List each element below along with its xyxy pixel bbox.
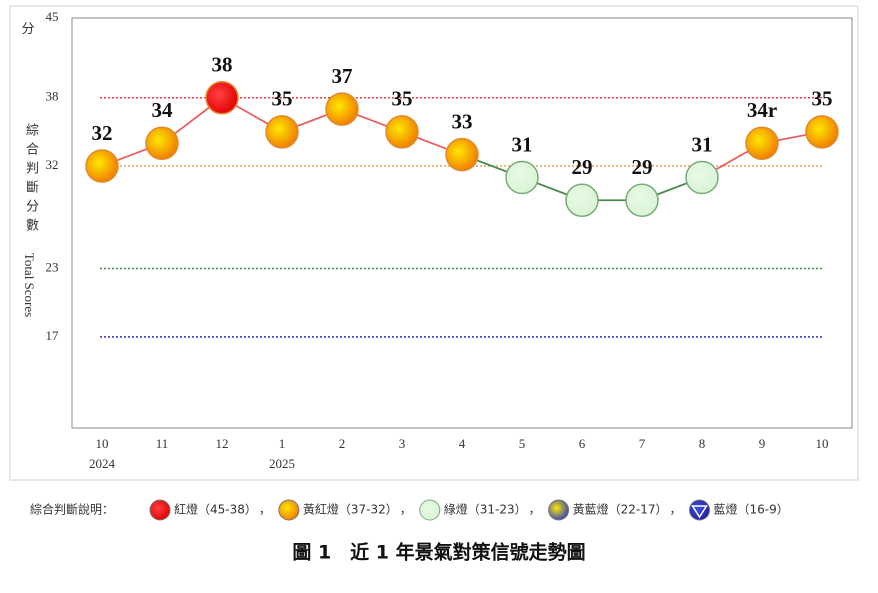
data-label: 37 — [332, 64, 353, 88]
x-tick-label: 8 — [699, 436, 706, 451]
signal-marker — [745, 126, 779, 161]
legend-separator: ， — [259, 503, 271, 517]
legend-label: 綠燈（31-23） — [444, 502, 527, 517]
x-tick-label: 11 — [156, 436, 169, 451]
signal-marker — [685, 160, 719, 195]
x-tick-label: 10 — [816, 436, 829, 451]
signal-marker — [805, 115, 839, 149]
caption: 圖 1 近 1 年景氣對策信號走勢圖 — [292, 541, 585, 564]
y-tick-label: 17 — [46, 328, 60, 343]
legend-label: 紅燈（45-38） — [174, 502, 257, 517]
x-tick-label: 9 — [759, 436, 766, 451]
signal-marker — [325, 92, 359, 126]
chart-frame — [9, 5, 859, 481]
data-label: 35 — [272, 87, 293, 111]
legend-icon — [278, 499, 300, 521]
legend-separator: ， — [400, 503, 412, 517]
signal-marker — [265, 115, 299, 149]
data-label: 34r — [747, 98, 777, 122]
x-tick-label: 3 — [399, 436, 406, 451]
legend-separator: ， — [670, 503, 682, 517]
data-label: 34 — [152, 98, 174, 122]
y-tick-label: 32 — [46, 157, 59, 172]
legend-icon-triangle — [691, 505, 708, 519]
y-tick-label: 23 — [46, 260, 59, 275]
legend-label: 藍燈（16-9） — [714, 502, 789, 517]
legend-icon — [689, 499, 710, 521]
y-unit: 分 — [21, 21, 34, 36]
x-year-label: 2025 — [269, 456, 295, 471]
signal-marker — [385, 115, 419, 149]
y-tick-label: 38 — [46, 89, 59, 104]
data-label: 32 — [92, 121, 113, 145]
legend-icon — [149, 499, 171, 521]
data-label: 29 — [632, 155, 653, 179]
x-tick-label: 5 — [519, 436, 526, 451]
legend-icon — [419, 499, 441, 521]
legend-icon — [548, 499, 570, 521]
x-tick-label: 12 — [216, 436, 229, 451]
signal-marker — [565, 183, 599, 217]
signal-marker — [445, 137, 479, 172]
legend-title: 綜合判斷說明： — [30, 502, 114, 517]
data-label: 29 — [572, 155, 593, 179]
signal-marker — [205, 80, 239, 115]
legend-separator: ， — [529, 503, 541, 517]
y-axis-label-en: Total Scores — [22, 253, 37, 317]
data-label: 31 — [692, 132, 713, 156]
x-year-label: 2024 — [89, 456, 116, 471]
y-axis-label: 綜合判斷分數 — [24, 123, 39, 237]
data-label: 38 — [212, 53, 233, 77]
x-tick-label: 1 — [279, 436, 286, 451]
data-label: 35 — [392, 87, 413, 111]
plot-frame — [71, 17, 853, 429]
x-tick-label: 6 — [579, 436, 586, 451]
signal-marker — [505, 160, 539, 195]
legend-label: 黃藍燈（22-17） — [573, 502, 668, 517]
x-tick-label: 2 — [339, 436, 346, 451]
data-label: 31 — [512, 132, 533, 156]
signal-marker — [85, 149, 119, 183]
signal-marker — [625, 183, 659, 217]
x-tick-label: 10 — [96, 436, 109, 451]
signal-marker — [145, 126, 179, 161]
y-tick-label: 45 — [46, 9, 59, 24]
data-label: 35 — [812, 87, 833, 111]
legend-label: 黃紅燈（37-32） — [303, 502, 398, 517]
x-tick-label: 7 — [639, 436, 646, 451]
x-tick-label: 4 — [459, 436, 466, 451]
data-label: 33 — [452, 109, 473, 133]
